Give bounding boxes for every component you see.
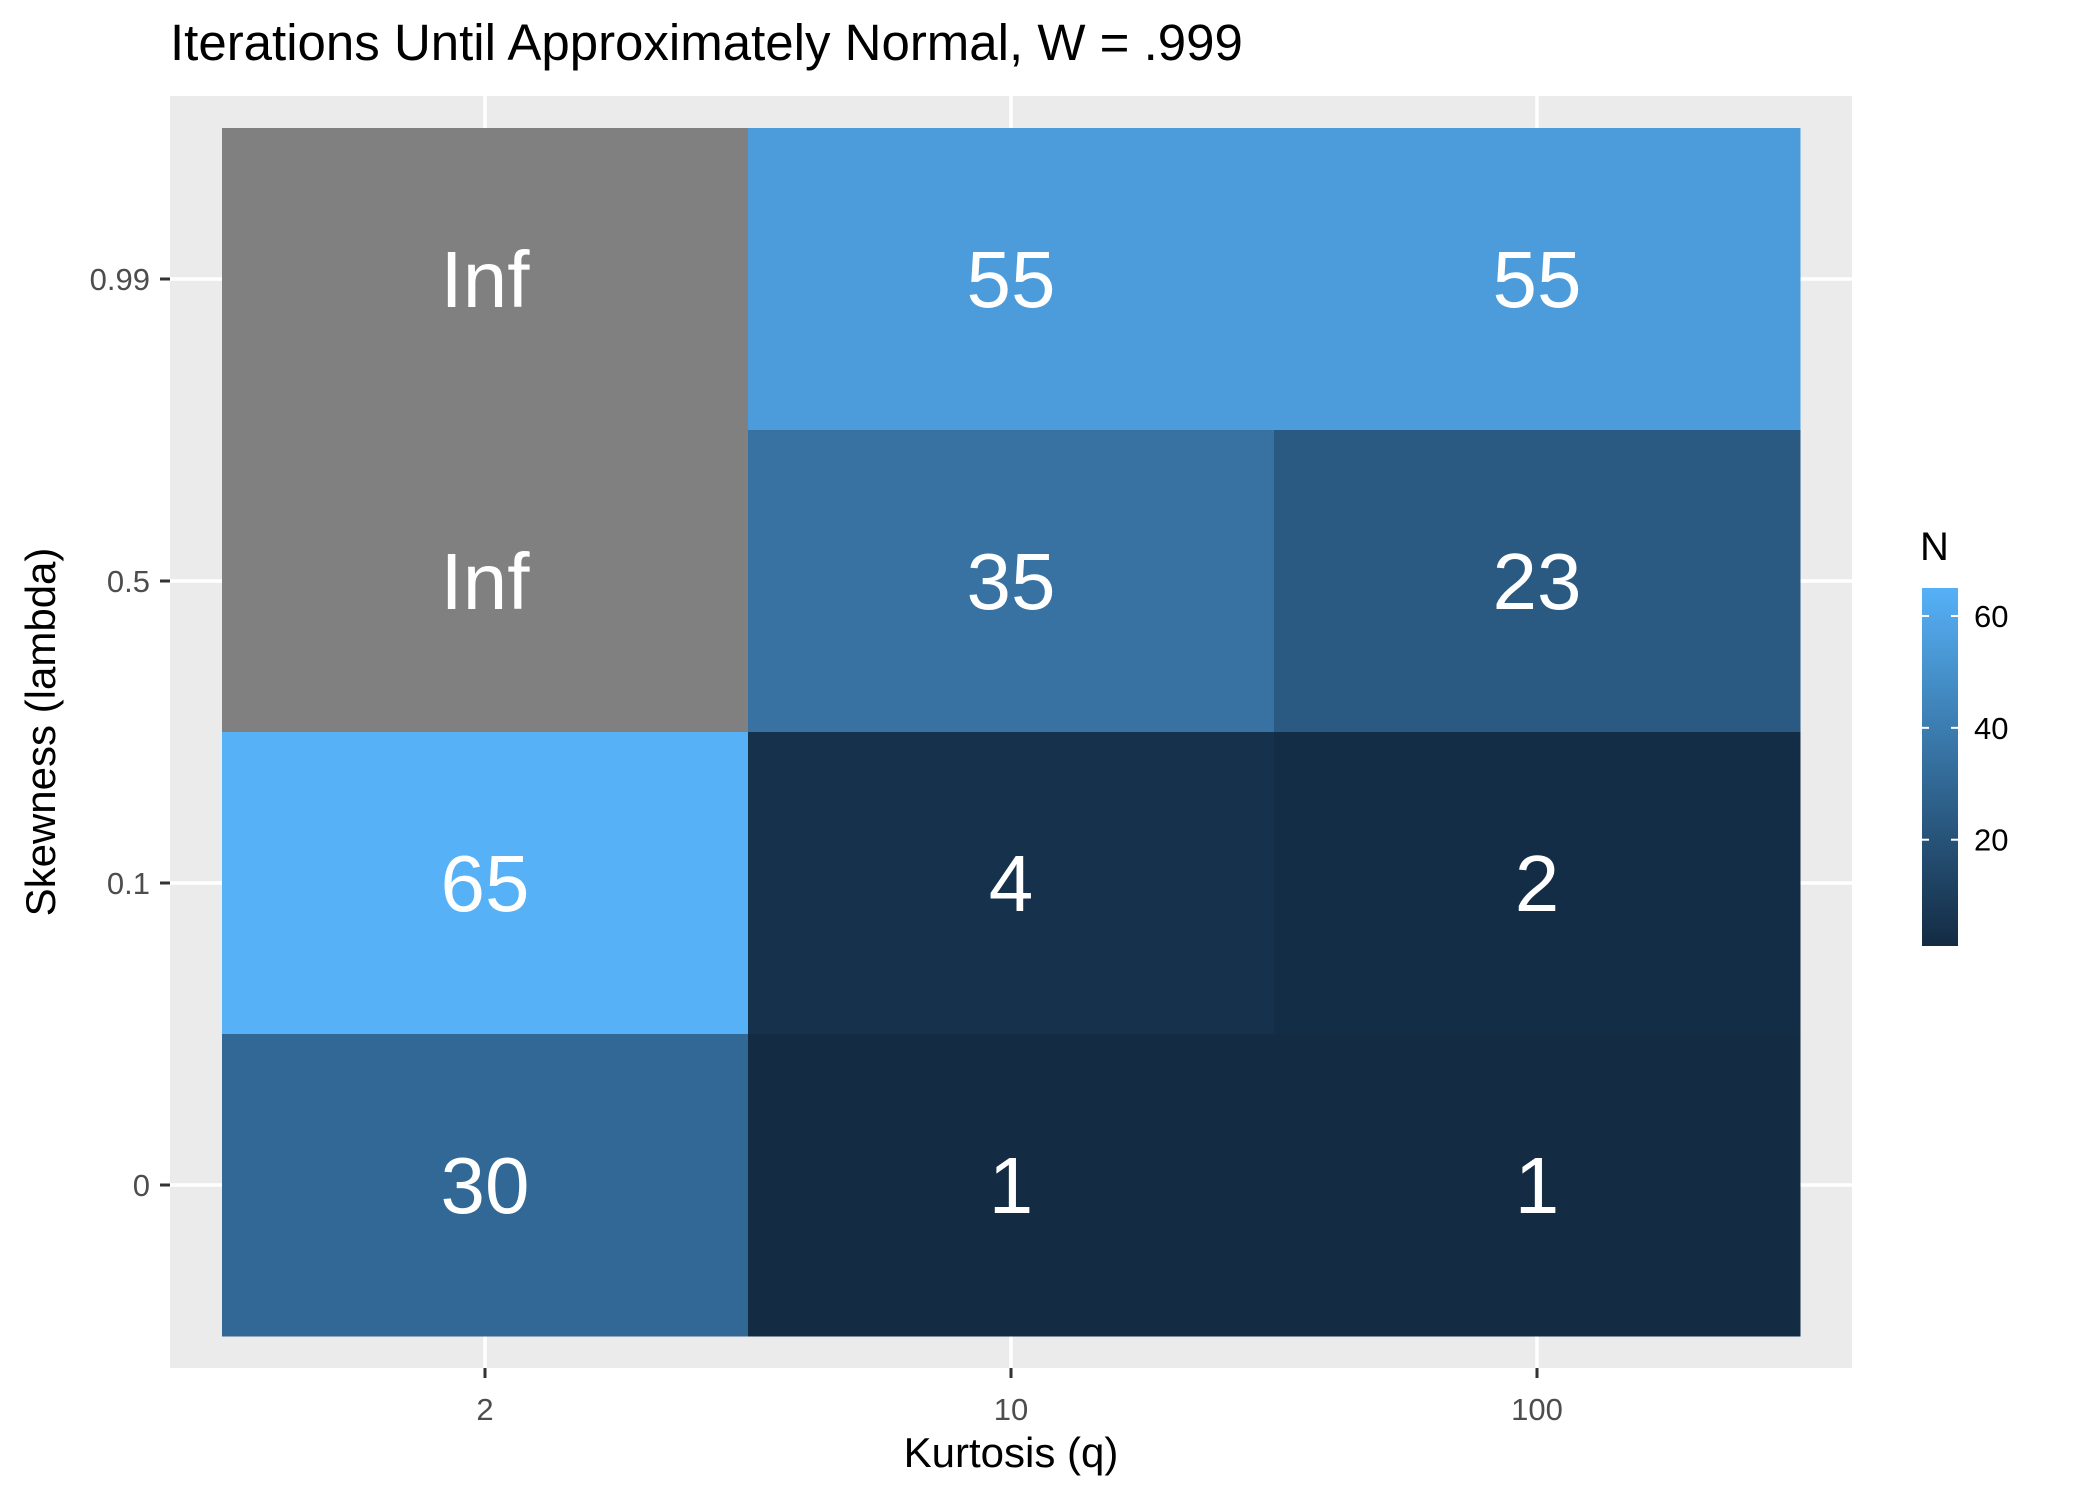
cell-value-label: 55 bbox=[1493, 235, 1582, 324]
legend-colorbar bbox=[1922, 588, 1958, 946]
y-tick-label: 0.99 bbox=[90, 262, 150, 297]
heatmap-cell bbox=[1274, 732, 1801, 1035]
legend-tick-label: 40 bbox=[1974, 711, 2008, 746]
cell-value-label: 30 bbox=[441, 1141, 530, 1230]
y-tick-label: 0.5 bbox=[107, 564, 150, 599]
cell-value-label: 55 bbox=[967, 235, 1056, 324]
x-axis-title: Kurtosis (q) bbox=[904, 1429, 1119, 1476]
heatmap-cell bbox=[1274, 1034, 1801, 1337]
x-tick-label: 10 bbox=[994, 1392, 1028, 1427]
heatmap-cell bbox=[748, 732, 1275, 1035]
legend-ticks: 20 40 60 bbox=[1922, 599, 2008, 858]
x-tick-label: 2 bbox=[476, 1392, 493, 1427]
cell-value-label: Inf bbox=[441, 537, 531, 626]
cell-value-label: 1 bbox=[989, 1141, 1034, 1230]
legend-title: N bbox=[1920, 525, 1949, 569]
cell-value-label: 35 bbox=[967, 537, 1056, 626]
heatmap-cell bbox=[748, 128, 1275, 431]
y-tick-label: 0.1 bbox=[107, 866, 150, 901]
x-tick-label: 100 bbox=[1511, 1392, 1563, 1427]
cell-value-label: 2 bbox=[1515, 839, 1560, 928]
y-tick-label: 0 bbox=[133, 1168, 150, 1203]
heatmap-cell bbox=[1274, 128, 1801, 431]
cell-value-label: 23 bbox=[1493, 537, 1582, 626]
chart-title: Iterations Until Approximately Normal, W… bbox=[170, 14, 1243, 71]
y-axis-title: Skewness (lambda) bbox=[17, 548, 64, 917]
heatmap-cell bbox=[222, 732, 749, 1035]
cell-value-label: 65 bbox=[441, 839, 530, 928]
heatmap-cell bbox=[1274, 430, 1801, 733]
heatmap-cell bbox=[222, 128, 749, 431]
heatmap-cell bbox=[748, 1034, 1275, 1337]
heatmap-cell bbox=[222, 1034, 749, 1337]
cell-value-label: 4 bbox=[989, 839, 1034, 928]
legend: N 20 40 60 bbox=[1920, 525, 2008, 946]
heatmap-cell bbox=[222, 430, 749, 733]
heatmap-cells bbox=[222, 128, 1801, 1337]
cell-value-label: Inf bbox=[441, 235, 531, 324]
heatmap-cell bbox=[748, 430, 1275, 733]
cell-value-label: 1 bbox=[1515, 1141, 1560, 1230]
y-axis: 0 0.1 0.5 0.99 bbox=[90, 262, 170, 1203]
cell-labels: Inf 55 55 Inf 35 23 65 4 2 30 1 1 bbox=[441, 235, 1582, 1230]
legend-tick-label: 60 bbox=[1974, 599, 2008, 634]
legend-tick-label: 20 bbox=[1974, 823, 2008, 858]
x-axis: 2 10 100 bbox=[476, 1368, 1563, 1427]
